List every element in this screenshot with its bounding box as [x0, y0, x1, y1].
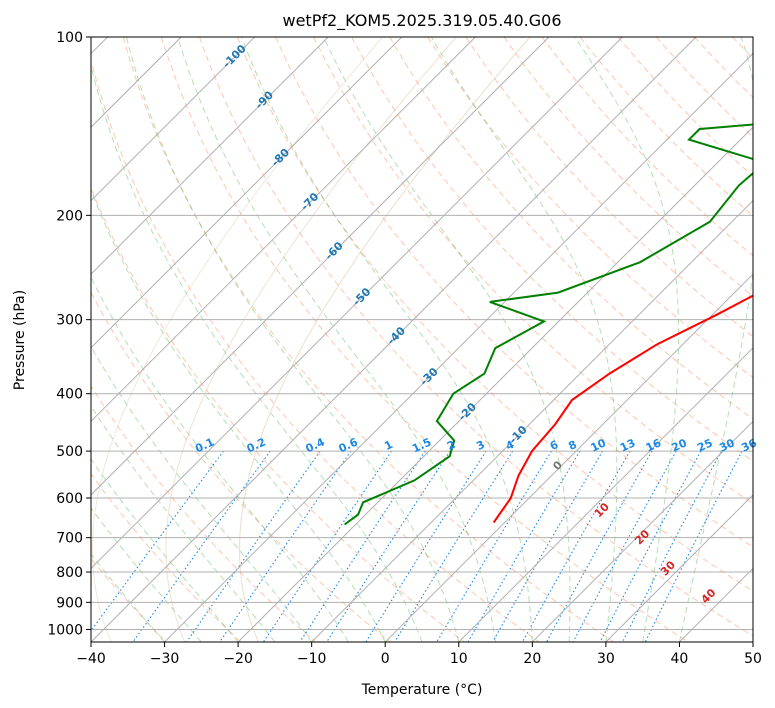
- isotherm-line: [91, 37, 476, 423]
- x-tick-label: 20: [523, 651, 541, 667]
- x-tick-label: −40: [76, 651, 106, 667]
- y-tick-label: 200: [56, 208, 83, 224]
- y-tick-label: 400: [56, 387, 83, 403]
- mixing-ratio-label: 25: [695, 436, 714, 454]
- dry-adiabat-line: [389, 37, 753, 420]
- mixing-ratio-label: 10: [589, 436, 609, 454]
- moist-adiabat-line: [177, 37, 497, 642]
- dry-adiabat-line: [427, 37, 753, 379]
- y-tick-label: 100: [56, 30, 83, 46]
- mixing-ratio-line: [299, 450, 426, 642]
- isotherm-line: [91, 37, 403, 349]
- mixing-ratio-label: 30: [717, 436, 737, 454]
- isotherm-line: [91, 37, 256, 202]
- isotherm-line: [91, 37, 550, 496]
- y-tick-label: 1000: [47, 622, 83, 638]
- y-tick-label: 600: [56, 491, 83, 507]
- isotherm-line: [384, 273, 753, 642]
- dry-adiabat-line: [91, 557, 167, 642]
- mixing-ratio-line: [186, 450, 321, 642]
- isotherm-line: [164, 52, 753, 642]
- dry-adiabat-line: [160, 37, 689, 642]
- moist-adiabat-line: [574, 37, 680, 642]
- y-tick-label: 300: [56, 313, 83, 329]
- mixing-ratio-line: [219, 450, 352, 642]
- temperature-line: [492, 294, 753, 524]
- isotherm-line: [237, 126, 753, 642]
- mixing-ratio-line: [91, 450, 224, 632]
- isotherm-line: [91, 37, 697, 642]
- moist-adiabat-line: [91, 405, 276, 642]
- isotherm-line: [605, 494, 753, 642]
- x-tick-label: 50: [744, 651, 762, 667]
- isotherm-line: [531, 420, 753, 642]
- y-axis: 100 200 300 400 500 600 700 800 900 1000: [47, 30, 91, 638]
- mixing-ratio-line: [546, 450, 653, 642]
- moist-adiabat-line: [126, 37, 460, 642]
- y-tick-label: 500: [56, 444, 83, 460]
- mixing-ratio-line: [263, 450, 392, 642]
- mixing-ratio-label: 20: [670, 436, 690, 454]
- mixing-ratio-line: [622, 450, 722, 642]
- x-tick-label: −30: [150, 651, 180, 667]
- dry-adiabat-line: [91, 384, 316, 642]
- x-tick-label: 40: [671, 651, 689, 667]
- mixing-ratio-line: [644, 450, 743, 642]
- y-tick-label: 900: [56, 595, 83, 611]
- x-axis: −40 −30 −20 −10 0 10 20 30 40 50: [76, 642, 762, 667]
- mixing-ratio-label: 16: [644, 436, 664, 454]
- moist-adiabat-line: [91, 188, 386, 642]
- moist-adiabat-line: [91, 64, 423, 642]
- dry-adiabat-line: [122, 37, 614, 642]
- mixing-ratio-line: [492, 450, 604, 642]
- mixing-ratio-line: [572, 450, 677, 642]
- dry-adiabat-line: [91, 186, 465, 642]
- moist-adiabat-line: [323, 37, 571, 642]
- plot-frame: [90, 36, 754, 643]
- dewpoint-line: [344, 123, 753, 526]
- grid: [91, 37, 753, 642]
- isotherm-line: [458, 347, 753, 642]
- y-tick-label: 800: [56, 565, 83, 581]
- mixing-ratio-label: 13: [618, 436, 637, 454]
- y-tick-label: 700: [56, 531, 83, 547]
- x-tick-label: 0: [381, 651, 390, 667]
- moist-adiabat-line: [91, 458, 239, 642]
- series-group: [344, 123, 753, 526]
- x-tick-label: 10: [450, 651, 468, 667]
- isotherm-line: [91, 37, 623, 570]
- dry-adiabat-line: [275, 37, 753, 548]
- dry-adiabat-line: [91, 58, 540, 642]
- chart-title: wetPf2_KOM5.2025.319.05.40.G06: [282, 11, 561, 31]
- x-tick-label: −20: [223, 651, 253, 667]
- moist-adiabat-line: [91, 275, 349, 642]
- moist-adiabat-line: [241, 37, 533, 642]
- moist-adiabat-line: [91, 553, 165, 642]
- isotherm-line: [91, 37, 329, 275]
- isotherm-line: [311, 199, 753, 642]
- y-axis-title: Pressure (hPa): [12, 290, 28, 390]
- moist-adiabat-line: [430, 37, 618, 642]
- x-tick-label: 30: [597, 651, 615, 667]
- x-axis-title: Temperature (°C): [361, 682, 483, 698]
- moist-adiabat-line: [91, 507, 202, 642]
- moist-adiabat-line: [678, 37, 753, 642]
- mixing-ratio-line: [522, 450, 631, 642]
- mixing-ratio-label: 36: [739, 436, 759, 454]
- mixing-ratio-line: [599, 450, 702, 642]
- x-tick-label: −10: [297, 651, 327, 667]
